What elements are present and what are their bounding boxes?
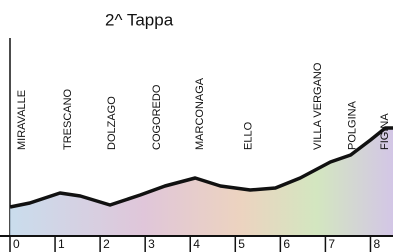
x-tick-label: 6	[283, 237, 290, 251]
town-label: DOLZAGO	[106, 96, 118, 150]
town-label: VILLA VERGANO	[312, 62, 324, 150]
town-label: ELLO	[242, 121, 254, 150]
x-tick-label: 2	[103, 237, 110, 251]
town-label: MIRAVALLE	[16, 90, 28, 150]
x-tick-label: 8	[373, 237, 380, 251]
x-tick-label: 5	[238, 237, 245, 251]
x-tick-label: 0	[13, 237, 20, 251]
town-label: COGOREDO	[151, 84, 163, 150]
x-tick-label: 4	[193, 237, 200, 251]
town-label: FIGINA	[379, 113, 391, 150]
x-tick-label: 7	[328, 237, 335, 251]
chart: 2^ Tappa 0 1 2 3 4 5 6 7 8 MIRAVALLE TRESCANO DOLZA…	[0, 0, 393, 252]
town-label: POLGINA	[346, 100, 358, 150]
chart-title: 2^ Tappa	[105, 10, 174, 29]
town-label: MARCONAGA	[194, 77, 206, 150]
x-tick-label: 1	[58, 237, 65, 251]
x-tick-label: 3	[148, 237, 155, 251]
town-label: TRESCANO	[62, 88, 74, 150]
